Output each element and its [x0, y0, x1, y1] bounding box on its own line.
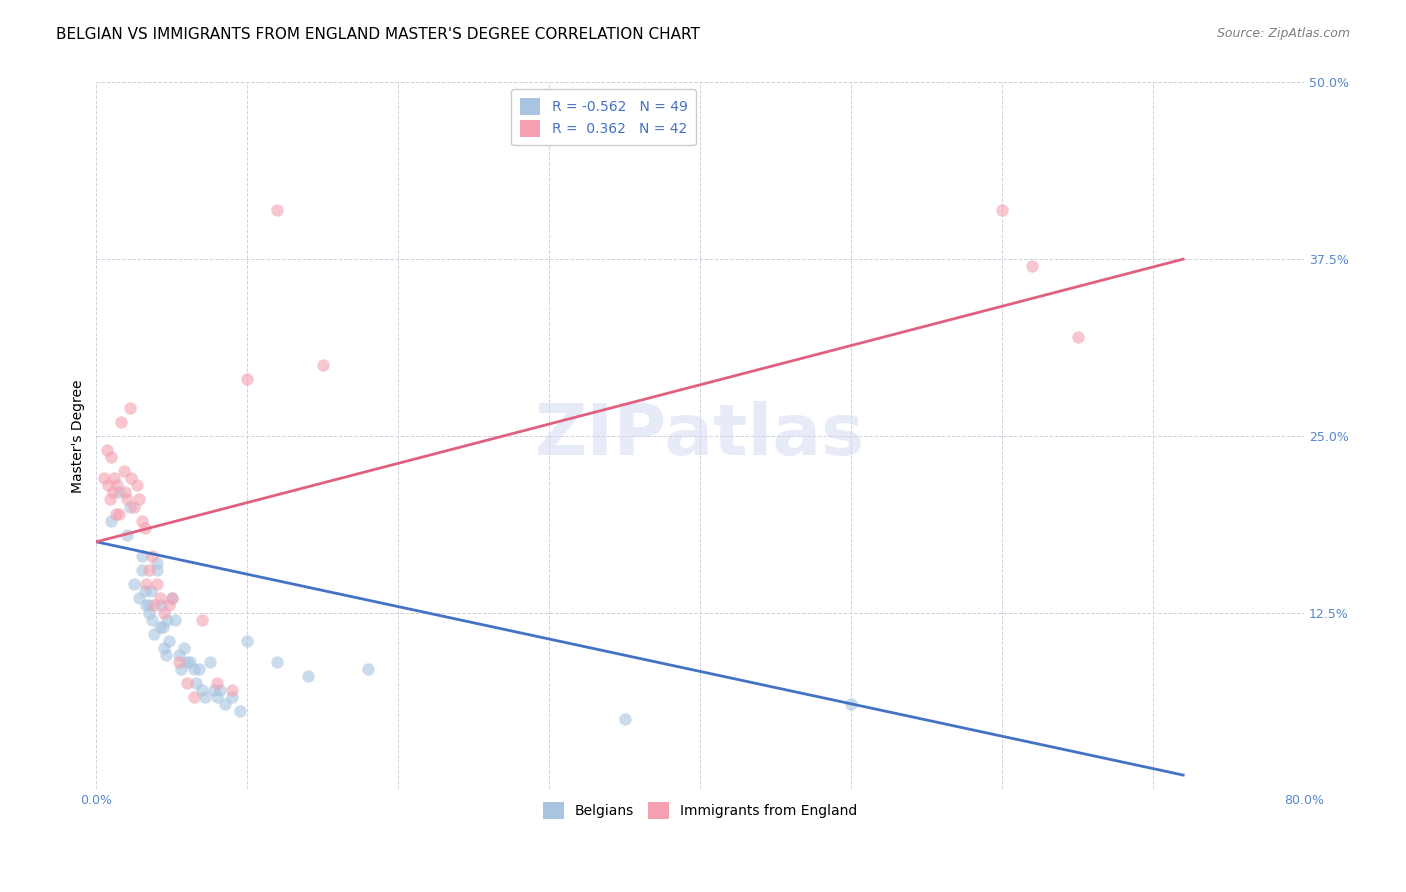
Point — [96, 442, 118, 457]
Point — [138, 563, 160, 577]
Point — [131, 514, 153, 528]
Point — [131, 563, 153, 577]
Point — [128, 492, 150, 507]
Point — [1066, 330, 1088, 344]
Point — [160, 591, 183, 606]
Point — [108, 485, 131, 500]
Point — [142, 599, 165, 613]
Point — [128, 591, 150, 606]
Point — [153, 640, 176, 655]
Point — [221, 690, 243, 705]
Y-axis label: Master's Degree: Master's Degree — [72, 379, 86, 492]
Point — [108, 507, 131, 521]
Point — [613, 712, 636, 726]
Point — [139, 584, 162, 599]
Point — [191, 683, 214, 698]
Point — [97, 478, 120, 492]
Point — [163, 613, 186, 627]
Point — [991, 202, 1014, 217]
Point — [153, 606, 176, 620]
Point — [118, 500, 141, 514]
Point — [205, 676, 228, 690]
Point — [138, 599, 160, 613]
Point — [179, 655, 201, 669]
Point — [157, 599, 180, 613]
Point — [209, 683, 232, 698]
Point — [141, 549, 163, 563]
Point — [135, 577, 157, 591]
Point — [100, 514, 122, 528]
Point — [221, 683, 243, 698]
Point — [188, 662, 211, 676]
Point — [131, 549, 153, 563]
Point — [169, 648, 191, 662]
Point — [122, 577, 145, 591]
Point — [103, 471, 125, 485]
Point — [120, 471, 142, 485]
Text: Source: ZipAtlas.com: Source: ZipAtlas.com — [1216, 27, 1350, 40]
Text: ZIPatlas: ZIPatlas — [536, 401, 865, 470]
Point — [191, 613, 214, 627]
Point — [127, 478, 149, 492]
Legend: Belgians, Immigrants from England: Belgians, Immigrants from England — [537, 797, 863, 825]
Point — [176, 655, 198, 669]
Point — [266, 655, 288, 669]
Point — [157, 633, 180, 648]
Point — [156, 613, 179, 627]
Point — [839, 698, 862, 712]
Point — [297, 669, 319, 683]
Point — [312, 358, 335, 372]
Point — [160, 591, 183, 606]
Point — [202, 683, 225, 698]
Point — [173, 640, 195, 655]
Point — [149, 620, 172, 634]
Point — [149, 591, 172, 606]
Point — [152, 620, 174, 634]
Point — [184, 676, 207, 690]
Point — [122, 500, 145, 514]
Point — [183, 690, 205, 705]
Point — [134, 521, 156, 535]
Point — [1021, 259, 1043, 273]
Point — [100, 450, 122, 464]
Point — [170, 662, 193, 676]
Point — [134, 584, 156, 599]
Point — [112, 464, 135, 478]
Point — [107, 478, 129, 492]
Point — [150, 599, 173, 613]
Point — [145, 563, 167, 577]
Point — [145, 556, 167, 570]
Point — [93, 471, 115, 485]
Point — [98, 492, 121, 507]
Point — [114, 485, 136, 500]
Point — [266, 202, 288, 217]
Point — [183, 662, 205, 676]
Point — [155, 648, 177, 662]
Point — [110, 415, 132, 429]
Point — [357, 662, 380, 676]
Point — [194, 690, 217, 705]
Point — [135, 599, 157, 613]
Point — [145, 577, 167, 591]
Text: BELGIAN VS IMMIGRANTS FROM ENGLAND MASTER'S DEGREE CORRELATION CHART: BELGIAN VS IMMIGRANTS FROM ENGLAND MASTE… — [56, 27, 700, 42]
Point — [138, 606, 160, 620]
Point — [198, 655, 221, 669]
Point — [169, 655, 191, 669]
Point — [115, 492, 138, 507]
Point — [118, 401, 141, 415]
Point — [101, 485, 124, 500]
Point — [214, 698, 236, 712]
Point — [176, 676, 198, 690]
Point — [141, 613, 163, 627]
Point — [229, 705, 252, 719]
Point — [205, 690, 228, 705]
Point — [104, 507, 127, 521]
Point — [236, 372, 259, 386]
Point — [142, 626, 165, 640]
Point — [115, 528, 138, 542]
Point — [236, 633, 259, 648]
